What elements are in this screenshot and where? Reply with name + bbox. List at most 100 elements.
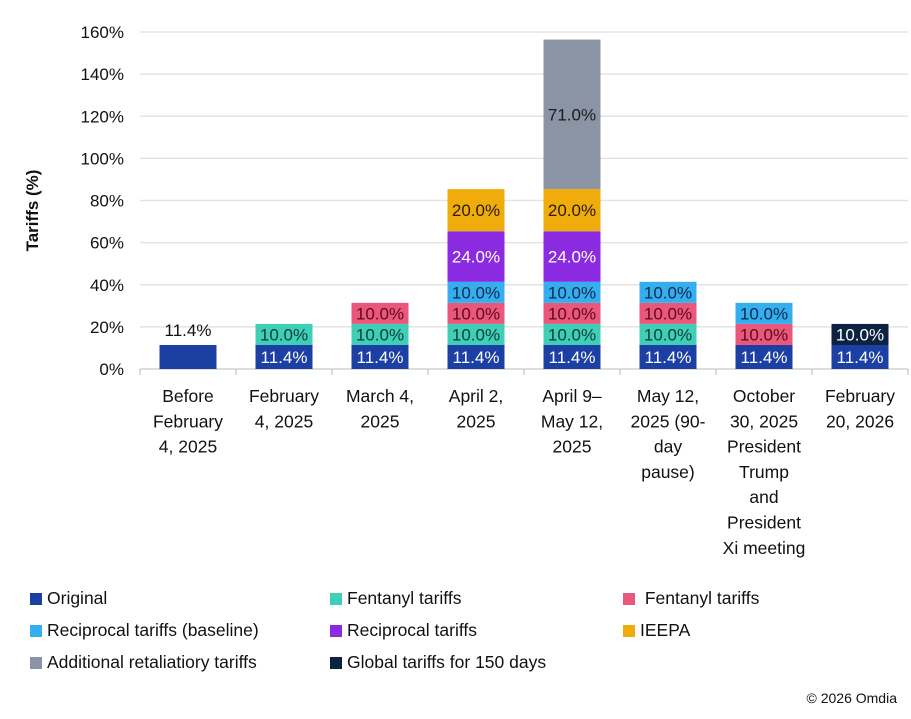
data-label: 10.0% bbox=[452, 325, 500, 344]
data-label: 24.0% bbox=[548, 248, 596, 267]
legend-label: Fentanyl tariffs bbox=[640, 588, 760, 608]
x-tick-label: Before bbox=[162, 386, 214, 406]
data-label: 10.0% bbox=[644, 304, 692, 323]
x-tick-label: 4, 2025 bbox=[255, 411, 313, 431]
bar-segment bbox=[639, 281, 697, 303]
legend-item: Original bbox=[30, 588, 107, 609]
y-tick-label: 120% bbox=[81, 107, 124, 126]
legend-swatch bbox=[30, 592, 42, 605]
x-tick-label: 30, 2025 bbox=[730, 411, 798, 431]
y-tick-label: 160% bbox=[81, 23, 124, 42]
bar-segment bbox=[255, 344, 313, 369]
x-tick-label: 2025 bbox=[361, 411, 400, 431]
data-label: 71.0% bbox=[548, 105, 596, 124]
y-axis-title: Tariffs (%) bbox=[23, 170, 42, 252]
data-label: 10.0% bbox=[836, 325, 884, 344]
legend-item: Fentanyl tariffs bbox=[330, 588, 461, 609]
data-label: 11.4% bbox=[357, 348, 404, 367]
x-tick-label: May 12, bbox=[541, 411, 603, 431]
data-label: 10.0% bbox=[452, 304, 500, 323]
bar-segment bbox=[543, 189, 601, 232]
data-label: 10.0% bbox=[644, 283, 692, 302]
data-label: 10.0% bbox=[356, 304, 404, 323]
legend-label: Reciprocal tariffs (baseline) bbox=[47, 620, 259, 640]
y-tick-label: 40% bbox=[90, 276, 124, 295]
bar-segment bbox=[543, 231, 601, 282]
data-label: 10.0% bbox=[740, 325, 788, 344]
x-tick-label: February bbox=[249, 386, 319, 406]
x-tick-label: pause) bbox=[641, 462, 695, 482]
bar-segment bbox=[543, 302, 601, 324]
copyright: © 2026 Omdia bbox=[806, 690, 897, 706]
x-tick-label: October bbox=[733, 386, 795, 406]
data-label: 10.0% bbox=[356, 325, 404, 344]
data-label: 24.0% bbox=[452, 248, 500, 267]
legend-item: Global tariffs for 150 days bbox=[330, 652, 546, 673]
x-tick-label: 20, 2026 bbox=[826, 411, 894, 431]
bar-segment bbox=[447, 231, 505, 282]
x-tick-label: February bbox=[825, 386, 895, 406]
bar-segment bbox=[543, 39, 601, 190]
legend-item: Reciprocal tariffs bbox=[330, 620, 477, 641]
data-label: 10.0% bbox=[548, 325, 596, 344]
data-label: 10.0% bbox=[452, 283, 500, 302]
y-tick-label: 140% bbox=[81, 65, 124, 84]
bar-segment bbox=[351, 323, 409, 345]
stacked-bar-chart: 0% 20% 40% 60% 80% 100% 120% 140% 160% Tariffs (%… bbox=[23, 23, 909, 558]
legend-item: Additional retaliatiory tariffs bbox=[30, 652, 257, 673]
bar-segment bbox=[639, 302, 697, 324]
bar-segment bbox=[447, 302, 505, 324]
data-label: 11.4% bbox=[741, 348, 788, 367]
bar-segment bbox=[639, 344, 697, 369]
x-tick-label: Trump bbox=[739, 462, 789, 482]
data-label: 11.4% bbox=[837, 348, 884, 367]
legend-item: Reciprocal tariffs (baseline) bbox=[30, 620, 259, 641]
x-tick-label: Xi meeting bbox=[723, 538, 806, 558]
x-tick-label: 2025 bbox=[553, 437, 592, 457]
data-label: 10.0% bbox=[548, 283, 596, 302]
bar-segment bbox=[255, 323, 313, 345]
data-label: 11.4% bbox=[549, 348, 596, 367]
bar-segment bbox=[735, 323, 793, 345]
bar-segment bbox=[735, 344, 793, 369]
data-label: 10.0% bbox=[260, 325, 308, 344]
legend-swatch bbox=[30, 624, 42, 637]
x-tick-label: 2025 bbox=[457, 411, 496, 431]
legend-swatch bbox=[623, 624, 635, 637]
bar-segment bbox=[351, 344, 409, 369]
bar-segment bbox=[543, 281, 601, 303]
x-tick-label: and bbox=[749, 487, 778, 507]
bar-segment bbox=[831, 344, 889, 369]
bar-segment bbox=[639, 323, 697, 345]
legend-label: Additional retaliatiory tariffs bbox=[47, 652, 257, 672]
legend-item: IEEPA bbox=[623, 620, 690, 641]
data-label: 10.0% bbox=[548, 304, 596, 323]
y-tick-label: 0% bbox=[99, 360, 124, 379]
x-tick-label: day bbox=[654, 437, 682, 457]
legend-swatch bbox=[623, 592, 635, 605]
legend-label: Original bbox=[47, 588, 108, 608]
y-tick-label: 100% bbox=[81, 149, 124, 168]
legend-label: Reciprocal tariffs bbox=[347, 620, 478, 640]
bar-segment bbox=[543, 323, 601, 345]
legend-swatch bbox=[330, 624, 342, 637]
x-tick-label: April 9– bbox=[542, 386, 602, 406]
data-label: 11.4% bbox=[645, 348, 692, 367]
x-tick-label: 4, 2025 bbox=[159, 437, 217, 457]
bar-segment bbox=[831, 323, 889, 345]
legend-swatch bbox=[30, 656, 42, 669]
bar-segment bbox=[447, 344, 505, 369]
x-tick-label: March 4, bbox=[346, 386, 414, 406]
y-tick-label: 20% bbox=[90, 318, 124, 337]
legend-item: Fentanyl tariffs bbox=[623, 588, 759, 609]
x-tick-label: May 12, bbox=[637, 386, 699, 406]
bar-segment bbox=[447, 323, 505, 345]
x-tick-label: President bbox=[727, 513, 801, 533]
legend-swatch bbox=[330, 656, 342, 669]
data-label: 20.0% bbox=[548, 201, 596, 220]
bar-segment bbox=[447, 189, 505, 232]
legend-label: Fentanyl tariffs bbox=[347, 588, 462, 608]
legend-label: IEEPA bbox=[640, 620, 691, 640]
data-label: 11.4% bbox=[453, 348, 500, 367]
legend-label: Global tariffs for 150 days bbox=[347, 652, 547, 672]
